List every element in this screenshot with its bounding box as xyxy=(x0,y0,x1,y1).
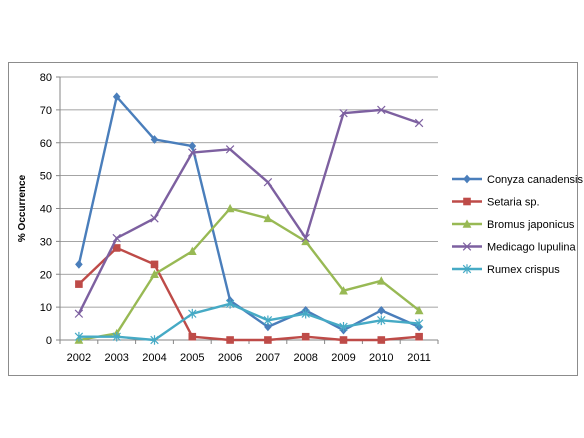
y-tick-label: 70 xyxy=(40,105,52,117)
legend-marker xyxy=(463,197,471,206)
data-point-medicago-lupulina xyxy=(188,148,197,157)
x-tick-label: 2002 xyxy=(67,352,91,364)
data-point-medicago-lupulina xyxy=(263,177,273,187)
series-group xyxy=(74,92,424,345)
data-point-setaria-sp xyxy=(264,336,272,344)
series-line-medicago-lupulina xyxy=(77,108,420,315)
data-point-medicago-lupulina xyxy=(74,309,84,318)
x-tick-label: 2008 xyxy=(293,352,317,364)
series-line-conyza-canadensis xyxy=(77,95,420,332)
series-line-bromus-japonicus xyxy=(78,207,420,342)
series-line-rumex-crispus xyxy=(78,302,420,342)
x-tick-label: 2007 xyxy=(256,352,280,364)
data-point-setaria-sp xyxy=(112,244,121,252)
data-point-setaria-sp xyxy=(377,336,386,344)
data-point-rumex-crispus xyxy=(112,331,121,342)
data-point-bromus-japonicus xyxy=(339,286,348,295)
legend-item-medicago-lupulina: Medicago lupulina xyxy=(452,242,577,254)
data-point-setaria-sp xyxy=(301,332,310,341)
legend-label: Medicago lupulina xyxy=(487,242,577,254)
data-point-rumex-crispus xyxy=(339,322,348,332)
data-point-rumex-crispus xyxy=(74,331,84,342)
y-tick-label: 40 xyxy=(40,204,52,216)
data-point-setaria-sp xyxy=(226,336,234,344)
data-point-bromus-japonicus xyxy=(414,305,424,315)
legend-item-setaria-sp: Setaria sp. xyxy=(452,197,540,209)
data-point-medicago-lupulina xyxy=(339,108,348,118)
x-tick-label: 2004 xyxy=(142,352,166,364)
series-rumex-crispus xyxy=(74,299,424,345)
y-axis-title: % Occurrence xyxy=(17,174,28,242)
y-tick-label: 10 xyxy=(40,302,52,314)
legend-marker xyxy=(462,219,472,228)
legend-item-bromus-japonicus: Bromus japonicus xyxy=(452,219,575,231)
data-point-conyza-canadensis xyxy=(112,92,121,102)
y-tick-label: 20 xyxy=(40,269,52,281)
data-point-rumex-crispus xyxy=(150,335,159,345)
data-point-setaria-sp xyxy=(75,280,83,288)
legend-label: Rumex crispus xyxy=(487,264,560,276)
data-point-conyza-canadensis xyxy=(377,306,386,315)
y-tick-label: 80 xyxy=(40,72,52,84)
data-point-medicago-lupulina xyxy=(301,233,310,243)
data-point-rumex-crispus xyxy=(263,315,273,326)
data-point-medicago-lupulina xyxy=(377,105,386,115)
data-point-bromus-japonicus xyxy=(225,203,235,213)
data-point-medicago-lupulina xyxy=(225,145,235,154)
data-point-bromus-japonicus xyxy=(376,276,386,285)
data-point-setaria-sp xyxy=(188,332,197,341)
legend-marker xyxy=(462,242,472,251)
series-medicago-lupulina xyxy=(74,105,424,318)
legend: Conyza canadensis Setaria sp. Bromus japon… xyxy=(452,174,584,276)
data-point-conyza-canadensis xyxy=(188,141,197,151)
y-tick-label: 50 xyxy=(40,171,52,183)
x-tick-label: 2010 xyxy=(369,352,393,364)
data-point-rumex-crispus xyxy=(414,318,424,329)
data-point-setaria-sp xyxy=(415,332,423,341)
y-tick-labels: 0 10 20 30 40 50 60 70 80 xyxy=(40,72,52,347)
data-point-medicago-lupulina xyxy=(150,214,159,223)
x-tick-label: 2009 xyxy=(331,352,355,364)
data-point-conyza-canadensis xyxy=(264,322,272,332)
legend-label: Conyza canadensis xyxy=(487,174,584,186)
data-point-medicago-lupulina xyxy=(414,118,424,128)
data-point-setaria-sp xyxy=(339,336,348,344)
gridlines xyxy=(60,76,438,308)
data-point-conyza-canadensis xyxy=(150,135,159,144)
y-tick-label: 0 xyxy=(46,335,52,347)
y-tick-label: 60 xyxy=(40,138,52,150)
data-point-bromus-japonicus xyxy=(150,269,159,279)
data-point-rumex-crispus xyxy=(301,308,310,319)
legend-item-rumex-crispus: Rumex crispus xyxy=(452,264,560,276)
data-point-setaria-sp xyxy=(150,260,159,269)
series-line-setaria-sp xyxy=(78,246,420,342)
data-point-rumex-crispus xyxy=(188,308,197,319)
data-point-medicago-lupulina xyxy=(112,233,121,243)
data-point-bromus-japonicus xyxy=(301,236,311,246)
y-tick-label: 30 xyxy=(40,236,52,248)
data-point-rumex-crispus xyxy=(225,299,235,309)
legend-marker xyxy=(463,174,471,184)
legend-item-conyza-canadensis: Conyza canadensis xyxy=(452,174,584,186)
x-tick-labels: 2002 2003 2004 2005 2006 2007 2008 2009 2010 2011 xyxy=(67,352,431,364)
x-tick-label: 2005 xyxy=(180,352,204,364)
series-bromus-japonicus xyxy=(74,203,424,344)
series-setaria-sp xyxy=(75,244,423,344)
data-point-rumex-crispus xyxy=(377,315,386,326)
legend-label: Bromus japonicus xyxy=(487,219,575,231)
legend-marker xyxy=(462,264,472,274)
data-point-bromus-japonicus xyxy=(263,213,273,223)
legend-label: Setaria sp. xyxy=(487,197,540,209)
data-point-conyza-canadensis xyxy=(75,259,83,269)
x-tick-label: 2006 xyxy=(218,352,242,364)
x-tick-label: 2003 xyxy=(104,352,128,364)
x-tick-label: 2011 xyxy=(407,352,431,364)
data-point-bromus-japonicus xyxy=(187,246,197,256)
